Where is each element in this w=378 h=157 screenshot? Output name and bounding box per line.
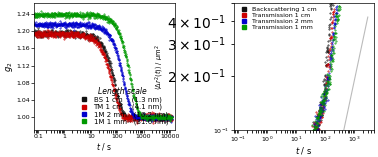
- X-axis label: $t$ / s: $t$ / s: [295, 145, 313, 156]
- Legend: BS 1 cm    (1.3 nm), TM 1 cm    (4.1 nm), 1M 2 mm   (16.2 nm), 1M 1 mm   (31.6 n: BS 1 cm (1.3 nm), TM 1 cm (4.1 nm), 1M 2…: [77, 86, 169, 126]
- Legend: Backscattering 1 cm, Transmission 1 cm, Transmission 2 mm, Transmission 1 mm: Backscattering 1 cm, Transmission 1 cm, …: [237, 6, 317, 31]
- Y-axis label: $\langle\Delta r^2(t)\rangle\ /\ \mu\mathrm{m}^2$: $\langle\Delta r^2(t)\rangle\ /\ \mu\mat…: [153, 44, 166, 89]
- Y-axis label: $g_2$: $g_2$: [3, 62, 15, 72]
- X-axis label: $t$ / s: $t$ / s: [96, 141, 112, 152]
